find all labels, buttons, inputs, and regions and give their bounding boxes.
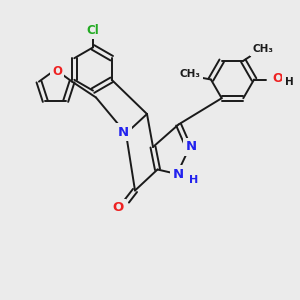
Text: N: N bbox=[173, 167, 184, 181]
Text: O: O bbox=[112, 201, 124, 214]
Text: N: N bbox=[186, 140, 197, 154]
Text: O: O bbox=[272, 71, 283, 85]
Text: N: N bbox=[118, 125, 129, 139]
Text: Cl: Cl bbox=[87, 23, 99, 37]
Text: O: O bbox=[52, 64, 62, 78]
Text: H: H bbox=[285, 77, 294, 87]
Text: CH₃: CH₃ bbox=[179, 68, 200, 79]
Text: H: H bbox=[189, 175, 198, 185]
Text: CH₃: CH₃ bbox=[253, 44, 274, 54]
